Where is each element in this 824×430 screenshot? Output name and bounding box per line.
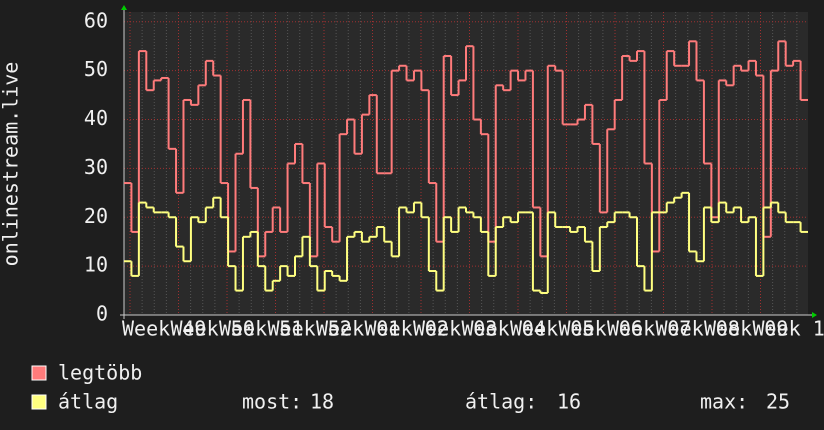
stat-label: max: (700, 390, 748, 414)
legend-swatch (31, 394, 47, 410)
legend-swatch (31, 365, 47, 381)
axis-arrow (812, 312, 817, 318)
y-tick-label: 40 (84, 106, 108, 130)
x-tick-label: Week 51 (219, 317, 303, 341)
x-tick-label: Week 05 (510, 317, 594, 341)
y-axis-label: onlinestream.live (0, 62, 23, 267)
x-tick-label: Week 52 (268, 317, 352, 341)
stat-value: 16 (557, 390, 581, 414)
legend-label: legtöbb (58, 361, 142, 385)
x-tick-label: Week 08 (656, 317, 740, 341)
y-tick-label: 30 (84, 155, 108, 179)
x-tick-label: Week 06 (559, 317, 643, 341)
stat-value: 18 (310, 390, 334, 414)
x-tick-label: Week 02 (365, 317, 449, 341)
x-tick-label: Week 50 (171, 317, 255, 341)
x-tick-label: Week 49 (122, 317, 206, 341)
x-tick-label: Week 07 (607, 317, 691, 341)
stat-label: átlag: (465, 390, 537, 414)
y-tick-label: 60 (84, 8, 108, 32)
axis-arrow (121, 5, 127, 10)
y-tick-label: 0 (96, 302, 108, 326)
x-tick-label: Week 01 (316, 317, 400, 341)
x-tick-label: Week 09 (704, 317, 788, 341)
y-tick-label: 10 (84, 253, 108, 277)
x-tick-label: Week 04 (462, 317, 546, 341)
stat-value: 25 (766, 390, 790, 414)
x-tick-label: Week 10 (753, 317, 824, 341)
x-tick-label: Week 03 (413, 317, 497, 341)
legend-label: átlag (58, 390, 118, 414)
y-tick-label: 20 (84, 204, 108, 228)
stat-label: most: (242, 390, 302, 414)
y-tick-label: 50 (84, 57, 108, 81)
